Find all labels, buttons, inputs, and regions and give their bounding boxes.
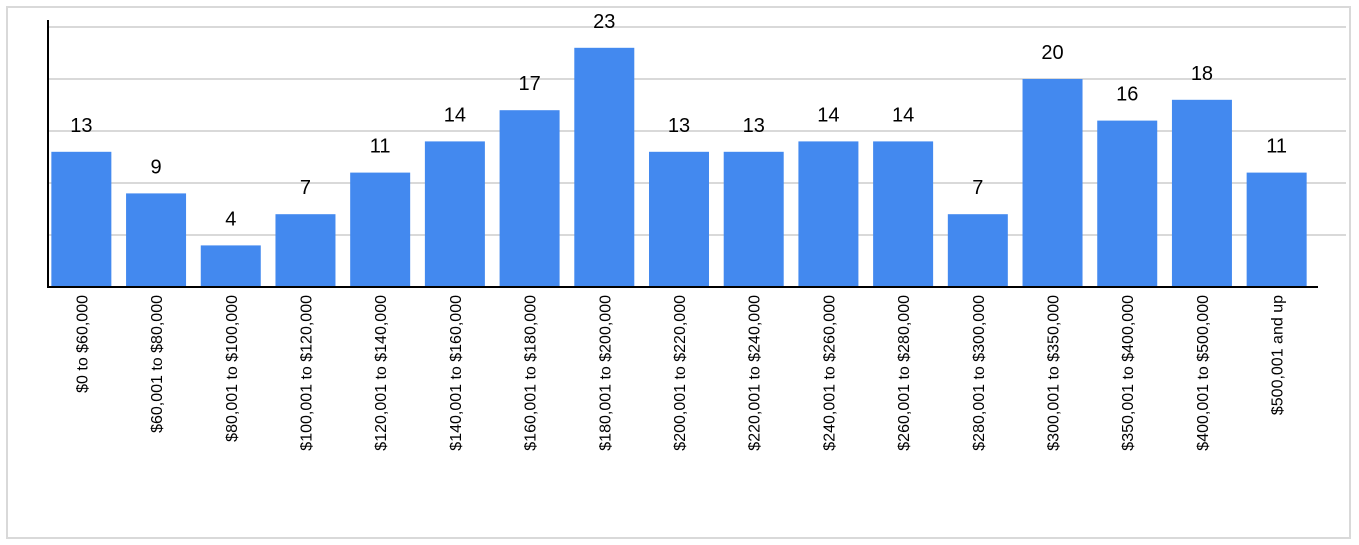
bar: [200, 245, 261, 287]
x-tick-label: $60,001 to $80,000: [149, 295, 166, 433]
bar-value-label: 7: [300, 177, 311, 199]
x-tick-label: $280,001 to $300,000: [971, 295, 988, 451]
bar-value-label: 14: [892, 104, 914, 126]
x-tick-label: $240,001 to $260,000: [821, 295, 838, 451]
x-tick-label: $300,001 to $350,000: [1046, 295, 1063, 451]
bar: [424, 141, 485, 287]
bar: [350, 172, 411, 287]
bar-value-label: 4: [225, 208, 236, 230]
bar: [1022, 79, 1083, 287]
x-tick-label: $100,001 to $120,000: [298, 295, 315, 451]
bar: [947, 214, 1008, 287]
x-tick-label: $260,001 to $280,000: [896, 295, 913, 451]
bar: [574, 47, 635, 287]
bar-value-label: 23: [593, 11, 615, 33]
bar: [1097, 120, 1158, 287]
bar-value-label: 20: [1041, 42, 1063, 64]
x-tick-labels: $0 to $60,000 $60,001 to $80,000 $80,001 t…: [74, 295, 1286, 451]
x-tick-label: $160,001 to $180,000: [523, 295, 540, 451]
bar-value-label: 9: [150, 156, 161, 178]
bar-value-label: 14: [817, 104, 839, 126]
x-tick-label: $350,001 to $400,000: [1120, 295, 1137, 451]
bar-value-label: 14: [444, 104, 466, 126]
bar-value-label: 7: [972, 177, 983, 199]
x-tick-label: $400,001 to $500,000: [1195, 295, 1212, 451]
x-tick-label: $80,001 to $100,000: [224, 295, 241, 442]
x-tick-label: $120,001 to $140,000: [373, 295, 390, 451]
x-tick-label: $180,001 to $200,000: [597, 295, 614, 451]
bar-value-label: 13: [668, 115, 690, 137]
chart-frame: 13 9 4 7 11 14 17 23 13 13 14 14 7 20 16 18 11 $0 to $60…: [6, 6, 1351, 539]
axes: [47, 20, 1318, 288]
bar: [51, 151, 112, 287]
bar: [1246, 172, 1307, 287]
x-tick-label: $140,001 to $160,000: [448, 295, 465, 451]
bar: [649, 151, 709, 287]
data-labels: 13 9 4 7 11 14 17 23 13 13 14 14 7 20 16 18 11: [70, 11, 1287, 231]
x-tick-label: $0 to $60,000: [74, 295, 91, 393]
x-tick-label: $500,001 and up: [1270, 295, 1287, 415]
bar-value-label: 16: [1116, 84, 1138, 106]
bar: [1171, 99, 1232, 287]
bar-value-label: 17: [518, 73, 540, 95]
bar-value-label: 11: [370, 136, 391, 158]
bar-value-label: 18: [1191, 63, 1213, 85]
bar: [275, 214, 336, 287]
bar-value-label: 11: [1266, 136, 1287, 158]
bar: [126, 193, 187, 287]
bar-value-label: 13: [70, 115, 92, 137]
bar: [873, 141, 934, 287]
bar: [798, 141, 859, 287]
bar: [723, 151, 784, 287]
bars: [51, 47, 1307, 287]
bar: [499, 110, 560, 287]
x-tick-label: $220,001 to $240,000: [747, 295, 764, 451]
bar-chart: 13 9 4 7 11 14 17 23 13 13 14 14 7 20 16 18 11 $0 to $60…: [47, 11, 1346, 451]
x-tick-label: $200,001 to $220,000: [672, 295, 689, 451]
bar-value-label: 13: [743, 115, 765, 137]
